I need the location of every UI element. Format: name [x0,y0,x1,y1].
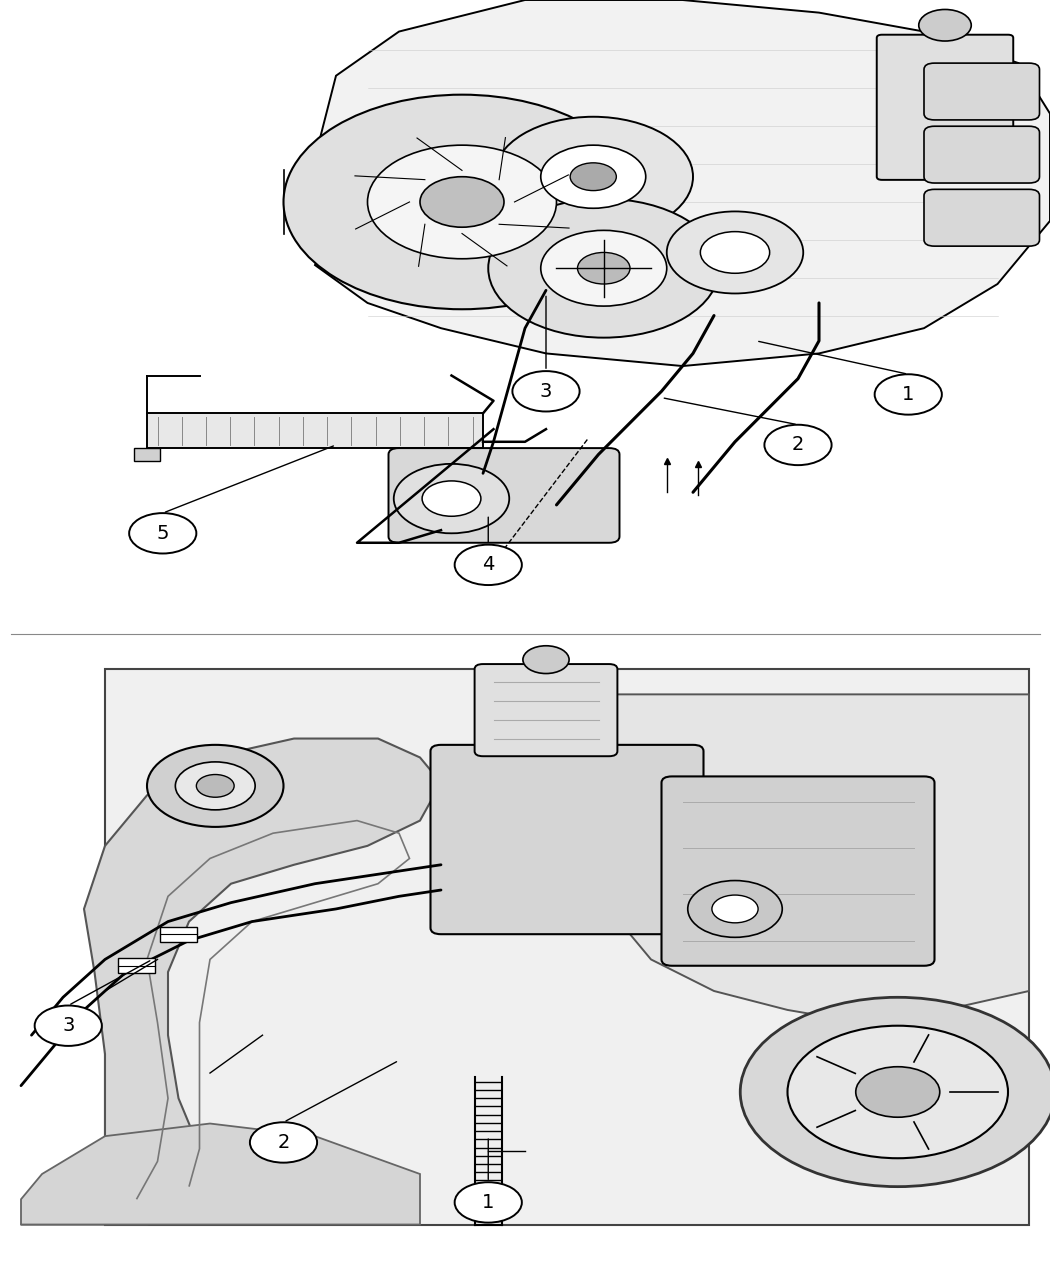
Circle shape [578,252,630,284]
Circle shape [196,774,234,797]
Circle shape [35,1006,102,1046]
Circle shape [420,177,504,227]
Polygon shape [21,738,441,1224]
Circle shape [712,895,758,923]
Circle shape [175,762,255,810]
FancyBboxPatch shape [475,664,617,756]
Text: 2: 2 [792,436,804,454]
Circle shape [455,1182,522,1223]
FancyBboxPatch shape [924,190,1040,246]
FancyBboxPatch shape [877,34,1013,180]
Circle shape [740,997,1050,1187]
Bar [118,959,155,973]
Circle shape [368,145,556,259]
Circle shape [422,481,481,516]
Circle shape [512,371,580,412]
FancyBboxPatch shape [105,669,1029,1224]
Circle shape [688,881,782,937]
Circle shape [284,94,640,310]
Circle shape [667,212,803,293]
Text: 3: 3 [62,1016,75,1035]
Circle shape [856,1067,940,1117]
Circle shape [764,425,832,465]
Circle shape [147,745,284,827]
Circle shape [523,645,569,673]
Text: 1: 1 [902,385,915,404]
Circle shape [788,1025,1008,1158]
Polygon shape [578,695,1029,1023]
Text: 4: 4 [482,556,495,574]
Circle shape [875,375,942,414]
Text: 5: 5 [156,524,169,543]
FancyBboxPatch shape [662,776,934,965]
FancyBboxPatch shape [924,126,1040,184]
Circle shape [570,163,616,190]
Circle shape [455,544,522,585]
Circle shape [541,145,646,208]
Bar [160,927,197,942]
Polygon shape [21,1123,420,1224]
Circle shape [700,232,770,273]
Circle shape [394,464,509,533]
FancyBboxPatch shape [924,64,1040,120]
Text: 2: 2 [277,1133,290,1153]
Polygon shape [315,0,1050,366]
FancyBboxPatch shape [388,448,620,543]
FancyBboxPatch shape [147,413,483,448]
FancyBboxPatch shape [430,745,704,935]
Text: 1: 1 [482,1193,495,1213]
Circle shape [919,9,971,41]
Circle shape [488,199,719,338]
Circle shape [129,513,196,553]
Circle shape [541,231,667,306]
Text: 3: 3 [540,381,552,400]
Circle shape [494,117,693,237]
FancyBboxPatch shape [134,448,160,460]
Circle shape [250,1122,317,1163]
FancyBboxPatch shape [470,448,496,460]
